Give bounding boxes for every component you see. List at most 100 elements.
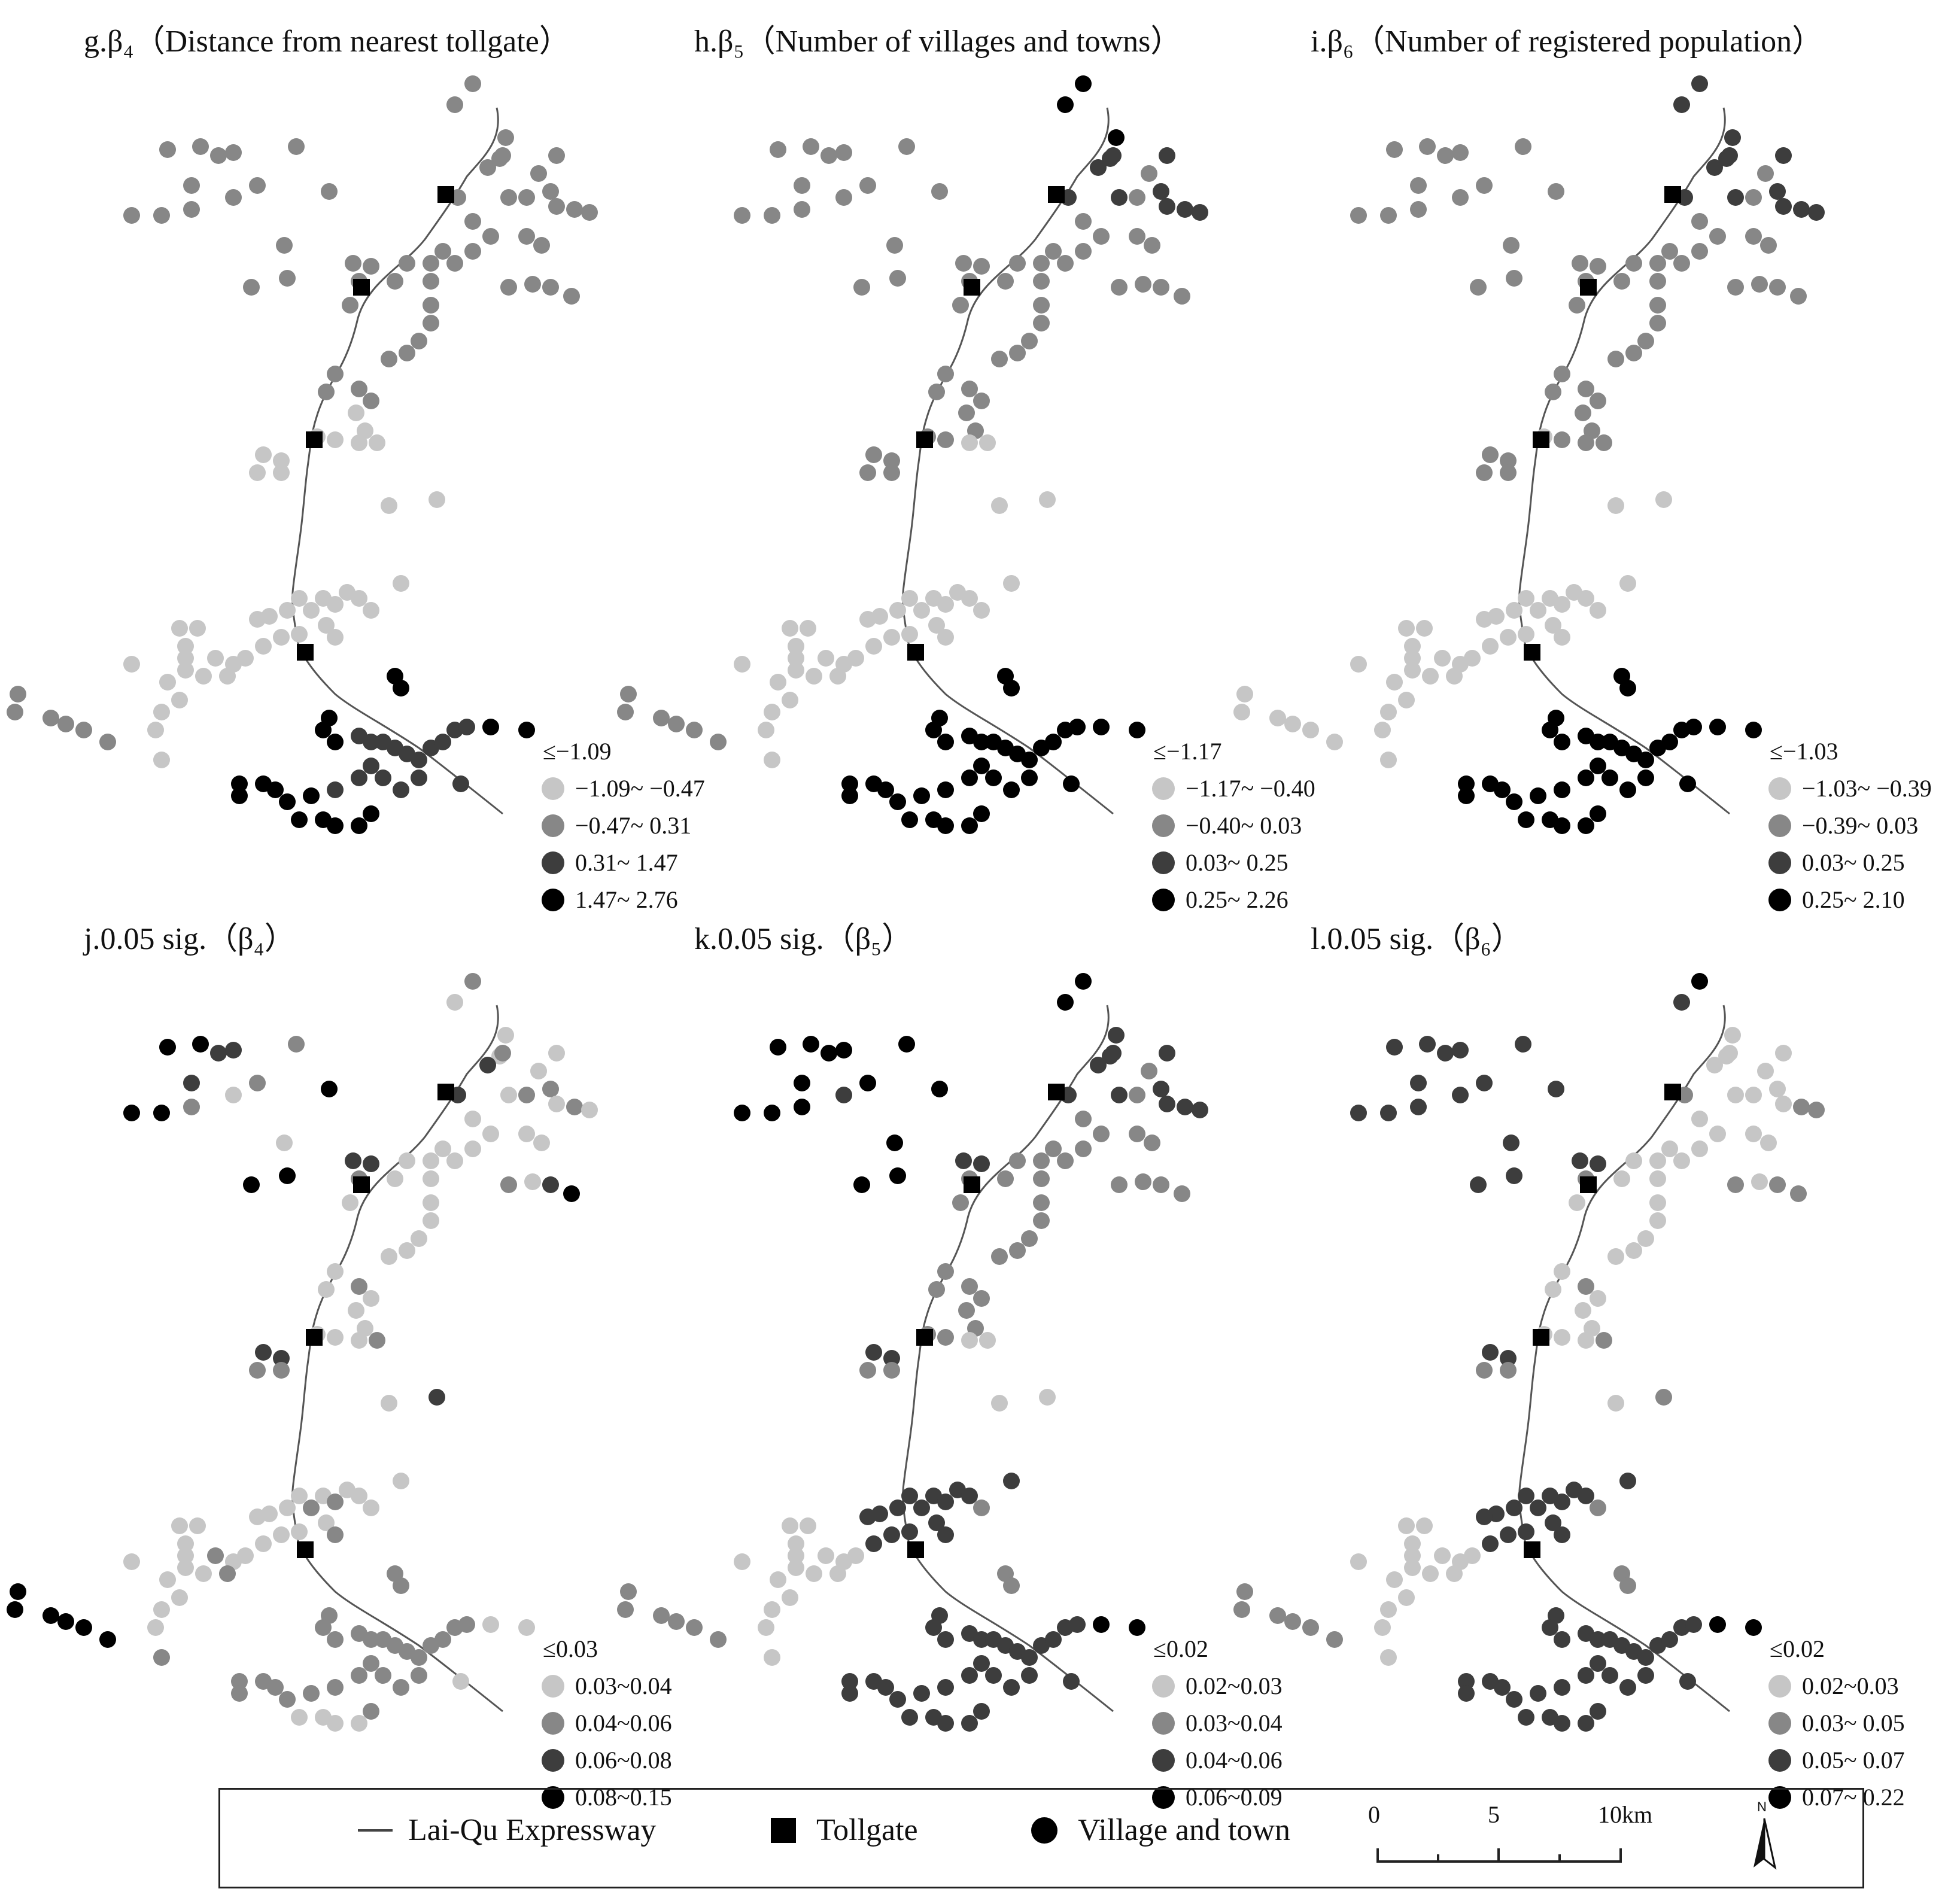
village-point	[1033, 1170, 1050, 1187]
village-point	[1033, 297, 1050, 314]
village-point	[500, 279, 517, 296]
tollgate-square-icon	[771, 1817, 796, 1843]
tollgate-marker	[1048, 186, 1065, 203]
village-point	[1596, 1332, 1612, 1349]
village-point	[788, 650, 804, 667]
village-point	[1775, 147, 1792, 164]
village-point	[1775, 1096, 1792, 1112]
village-point	[1075, 75, 1092, 92]
village-point	[1637, 1649, 1654, 1666]
village-point	[1518, 1488, 1534, 1504]
village-point	[835, 144, 852, 161]
village-point	[1679, 1673, 1696, 1690]
village-point	[291, 1709, 308, 1726]
village-point	[363, 758, 379, 774]
village-point	[958, 1302, 975, 1319]
village-point	[1045, 734, 1062, 750]
village-point	[123, 207, 140, 224]
village-point	[1545, 1514, 1561, 1531]
village-point	[1009, 345, 1026, 361]
village-point	[225, 144, 242, 161]
village-point	[423, 255, 439, 272]
legend-item: ≤0.02	[1153, 1635, 1208, 1662]
village-point	[1625, 345, 1642, 361]
village-point	[387, 1170, 403, 1187]
village-point	[1506, 793, 1522, 810]
village-point	[1452, 1087, 1469, 1103]
village-point	[1458, 1685, 1475, 1702]
village-point	[153, 752, 170, 768]
village-point	[1655, 491, 1672, 508]
village-point	[1706, 159, 1723, 176]
village-point	[841, 1685, 858, 1702]
village-point	[800, 1517, 816, 1534]
village-point	[1745, 1087, 1762, 1103]
village-point	[1476, 1362, 1493, 1379]
village-point	[1350, 1105, 1367, 1121]
village-point	[542, 279, 559, 296]
village-point	[1721, 1045, 1738, 1062]
village-point	[1500, 452, 1517, 469]
village-point	[563, 288, 580, 305]
village-point	[291, 1488, 308, 1504]
village-point	[1404, 638, 1421, 655]
village-point	[1482, 446, 1499, 463]
tollgate-marker	[297, 644, 314, 661]
village-point	[901, 590, 918, 607]
village-point	[351, 769, 367, 786]
village-point	[1619, 781, 1636, 798]
village-point	[1410, 1099, 1427, 1115]
village-point	[1458, 1673, 1475, 1690]
village-point	[788, 1535, 804, 1552]
village-point	[973, 1500, 990, 1516]
village-point	[255, 1535, 272, 1552]
north-label: N	[1757, 1799, 1767, 1814]
village-point	[806, 1565, 822, 1582]
village-point	[342, 297, 358, 314]
tollgate-marker	[964, 279, 980, 296]
village-point	[393, 781, 409, 798]
village-point	[841, 1673, 858, 1690]
village-point	[1057, 1152, 1074, 1169]
village-point	[1691, 75, 1708, 92]
village-point	[1326, 1631, 1343, 1648]
village-point	[1434, 650, 1451, 667]
village-point	[381, 351, 397, 367]
village-point	[883, 464, 900, 481]
village-point	[1129, 189, 1145, 206]
village-point	[1542, 722, 1558, 738]
village-point	[1530, 1685, 1546, 1702]
village-point	[393, 1679, 409, 1696]
village-point	[159, 674, 176, 691]
village-point	[1233, 704, 1250, 720]
village-point	[231, 1673, 248, 1690]
village-point	[991, 497, 1008, 514]
village-point	[171, 1517, 188, 1534]
village-point	[1661, 1140, 1678, 1157]
village-point	[1637, 752, 1654, 768]
village-point	[1039, 491, 1056, 508]
village-point	[859, 611, 876, 628]
village-point	[1649, 255, 1666, 272]
village-point	[961, 769, 978, 786]
village-point	[1159, 1096, 1175, 1112]
village-point	[189, 1517, 206, 1534]
village-point	[1039, 1389, 1056, 1406]
village-point	[913, 1685, 930, 1702]
village-point	[985, 769, 1002, 786]
village-point	[303, 602, 320, 619]
village-point	[1775, 1045, 1792, 1062]
village-point	[1691, 243, 1708, 260]
legend-item: 0.03~ 0.05	[1768, 1705, 1905, 1742]
village-point	[123, 656, 140, 673]
village-point	[794, 1075, 810, 1091]
village-point	[1422, 668, 1439, 685]
village-point	[859, 1362, 876, 1379]
village-point	[1554, 781, 1570, 798]
village-point	[931, 183, 948, 200]
village-point	[1542, 1619, 1558, 1636]
village-point	[889, 270, 906, 287]
village-point	[937, 1494, 954, 1510]
village-point	[1590, 1703, 1606, 1720]
village-point	[99, 1631, 116, 1648]
